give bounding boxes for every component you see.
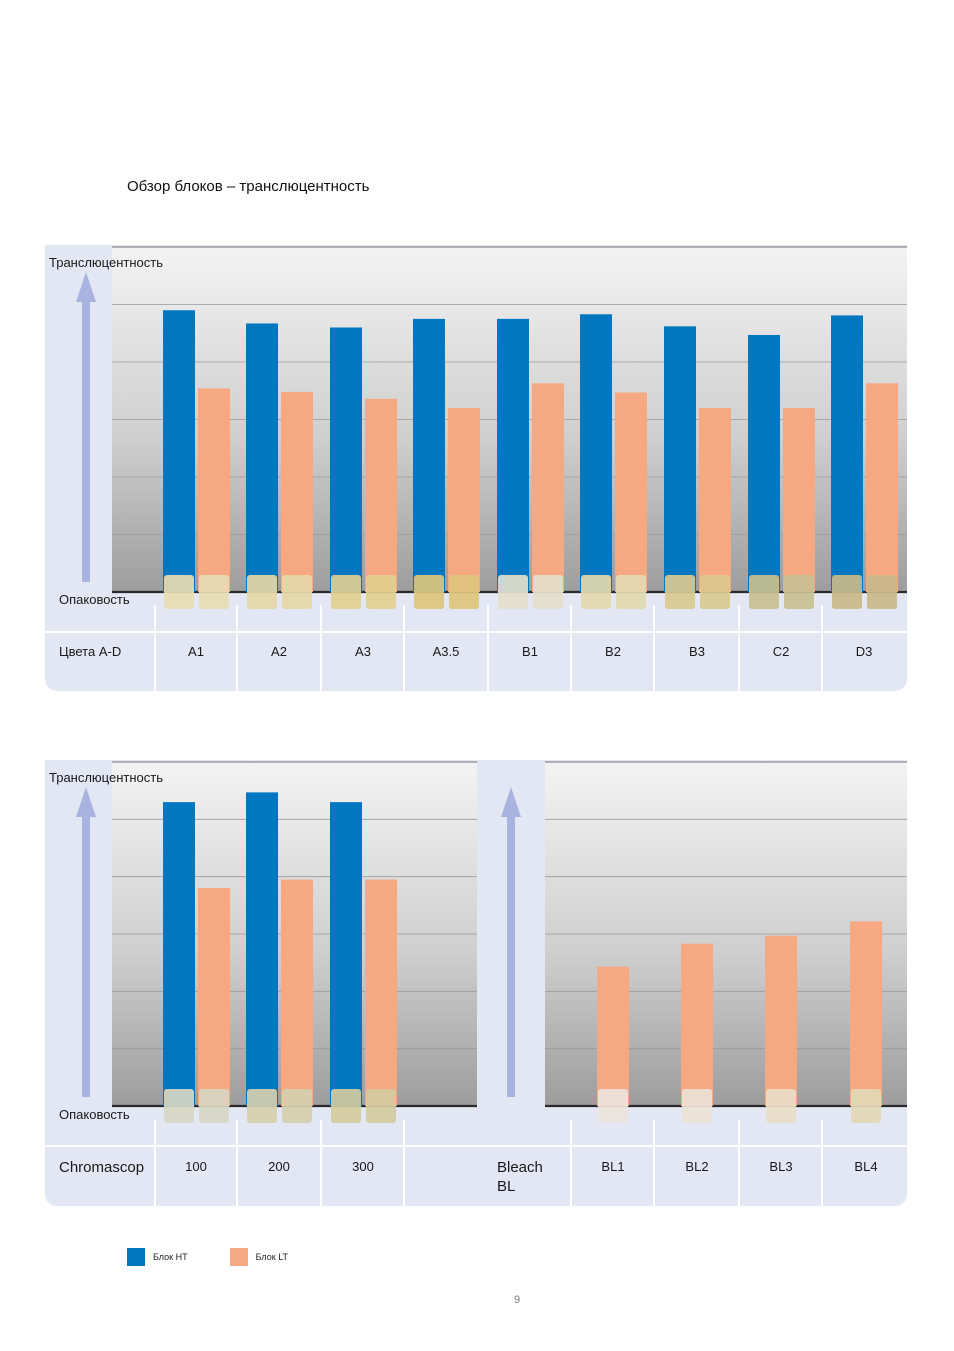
bar-lt-BL3 xyxy=(765,935,797,1106)
translucency-chart-chromascop-bleach: Транслюцентность Опаковость Chromascop Blea… xyxy=(45,761,907,1206)
chart-panel-a-d: Транслюцентность Опаковость Цвета A-D A1 A2 A… xyxy=(45,245,907,691)
chart-panel-chromascop-bleach: Транслюцентность Опаковость Chromascop Blea… xyxy=(45,760,907,1206)
tick-label-BL3: BL3 xyxy=(769,1159,792,1174)
shade-sample-lt-200 xyxy=(282,1089,312,1123)
bar-ht-C2 xyxy=(748,334,780,592)
shade-sample-ht-B1 xyxy=(498,575,528,609)
bar-ht-300 xyxy=(330,802,362,1106)
bar-lt-BL4 xyxy=(850,921,882,1106)
legend-swatch-ht xyxy=(127,1248,145,1266)
legend: Блок HT Блок LT xyxy=(127,1248,330,1266)
legend-label-ht: Блок HT xyxy=(153,1252,188,1262)
shade-sample-ht-300 xyxy=(331,1089,361,1123)
page-number: 9 xyxy=(513,1294,521,1306)
row-label-shades-a-d: Цвета A-D xyxy=(59,644,121,659)
bar-lt-D3 xyxy=(866,383,898,592)
bar-lt-C2 xyxy=(783,408,815,592)
shade-sample-lt-A1 xyxy=(199,575,229,609)
translucency-arrow-bleach-head xyxy=(501,787,521,817)
shade-sample-lt-A2 xyxy=(282,575,312,609)
axis-label-translucency: Транслюцентность xyxy=(49,255,163,270)
translucency-arrow-head xyxy=(76,272,96,302)
translucency-chart-a-d: Транслюцентность Опаковость Цвета A-D A1 A2 A… xyxy=(45,246,907,691)
shade-sample-lt-A3.5 xyxy=(449,575,479,609)
shade-sample-lt-BL2 xyxy=(682,1089,712,1123)
legend-item-lt: Блок LT xyxy=(229,1248,289,1266)
tick-label-300: 300 xyxy=(352,1159,374,1174)
tick-label-B3: B3 xyxy=(689,644,705,659)
shade-sample-lt-B1 xyxy=(533,575,563,609)
legend-label-lt: Блок LT xyxy=(255,1252,289,1262)
bar-ht-D3 xyxy=(831,315,863,592)
bar-ht-200 xyxy=(246,792,278,1106)
legend-swatch-lt xyxy=(229,1248,248,1266)
tick-label-D3: D3 xyxy=(856,644,873,659)
bar-lt-A3.5 xyxy=(448,408,480,592)
shade-sample-ht-100 xyxy=(164,1089,194,1123)
bar-ht-B3 xyxy=(664,326,696,592)
tick-label-C2: C2 xyxy=(773,644,790,659)
tick-label-100: 100 xyxy=(185,1159,207,1174)
shade-sample-ht-C2 xyxy=(749,575,779,609)
shade-sample-ht-A3.5 xyxy=(414,575,444,609)
translucency-arrow-chromascop-head xyxy=(76,787,96,817)
bar-lt-A2 xyxy=(281,391,313,592)
shade-sample-lt-300 xyxy=(366,1089,396,1123)
shade-sample-ht-A2 xyxy=(247,575,277,609)
bar-lt-300 xyxy=(365,879,397,1106)
bar-ht-A2 xyxy=(246,323,278,592)
tick-label-B2: B2 xyxy=(605,644,621,659)
shade-sample-ht-A1 xyxy=(164,575,194,609)
shade-sample-lt-D3 xyxy=(867,575,897,609)
shade-sample-lt-BL3 xyxy=(766,1089,796,1123)
page-title: Обзор блоков – транслюцентность xyxy=(127,178,370,195)
bar-ht-A1 xyxy=(163,310,195,592)
tick-label-BL4: BL4 xyxy=(854,1159,877,1174)
translucency-arrow-shaft xyxy=(82,294,90,582)
tick-label-200: 200 xyxy=(268,1159,290,1174)
bar-lt-BL1 xyxy=(597,966,629,1106)
tick-label-B1: B1 xyxy=(522,644,538,659)
tick-label-BL1: BL1 xyxy=(601,1159,624,1174)
axis-label-opacity: Опаковость xyxy=(59,592,130,607)
bar-lt-A1 xyxy=(198,388,230,592)
shade-sample-lt-B2 xyxy=(616,575,646,609)
shade-sample-ht-D3 xyxy=(832,575,862,609)
bar-lt-BL2 xyxy=(681,943,713,1106)
tick-label-A2: A2 xyxy=(271,644,287,659)
tick-label-BL2: BL2 xyxy=(685,1159,708,1174)
shade-sample-lt-BL4 xyxy=(851,1089,881,1123)
bar-ht-A3 xyxy=(330,327,362,592)
shade-sample-lt-C2 xyxy=(784,575,814,609)
shade-sample-ht-A3 xyxy=(331,575,361,609)
legend-item-ht: Блок HT xyxy=(127,1248,188,1266)
shade-sample-lt-100 xyxy=(199,1089,229,1123)
shade-sample-ht-B3 xyxy=(665,575,695,609)
shade-sample-ht-200 xyxy=(247,1089,277,1123)
shade-sample-lt-BL1 xyxy=(598,1089,628,1123)
tick-label-A1: A1 xyxy=(188,644,204,659)
translucency-arrow-bleach-shaft xyxy=(507,809,515,1097)
bar-lt-B3 xyxy=(699,408,731,592)
bar-lt-A3 xyxy=(365,398,397,592)
bar-lt-200 xyxy=(281,879,313,1106)
bar-lt-B1 xyxy=(532,383,564,592)
axis-label-translucency: Транслюцентность xyxy=(49,770,163,785)
row-label-bleach-line2: BL xyxy=(497,1178,515,1195)
shade-sample-lt-A3 xyxy=(366,575,396,609)
tick-label-A3.5: A3.5 xyxy=(433,644,460,659)
bar-lt-100 xyxy=(198,888,230,1106)
translucency-arrow-chromascop-shaft xyxy=(82,809,90,1097)
bar-ht-100 xyxy=(163,802,195,1106)
bar-lt-B2 xyxy=(615,392,647,592)
row-label-bleach-line1: Bleach xyxy=(497,1159,543,1176)
bar-ht-B1 xyxy=(497,318,529,592)
tick-label-A3: A3 xyxy=(355,644,371,659)
shade-sample-ht-B2 xyxy=(581,575,611,609)
axis-label-opacity: Опаковость xyxy=(59,1107,130,1122)
shade-sample-lt-B3 xyxy=(700,575,730,609)
row-label-chromascop: Chromascop xyxy=(59,1159,144,1176)
bar-ht-B2 xyxy=(580,314,612,592)
bar-ht-A3.5 xyxy=(413,318,445,592)
